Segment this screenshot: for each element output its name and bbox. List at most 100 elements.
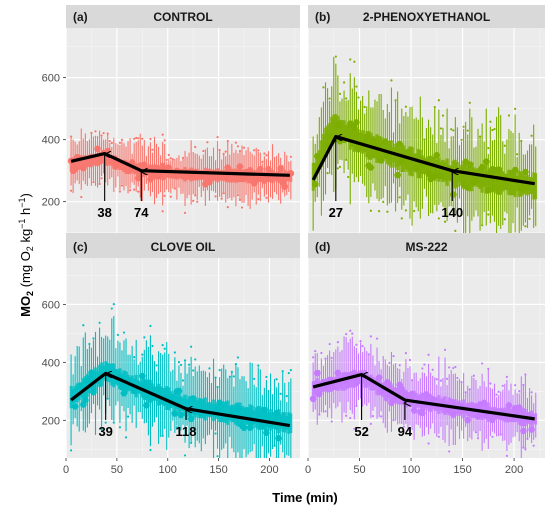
outlier-point xyxy=(261,160,264,163)
outlier-point xyxy=(476,437,480,440)
outlier-point xyxy=(431,368,434,371)
box xyxy=(110,156,114,166)
box xyxy=(414,153,418,173)
outlier-point xyxy=(137,137,140,140)
outlier-point xyxy=(349,58,352,61)
box xyxy=(355,371,358,385)
outlier-point xyxy=(404,105,407,108)
box xyxy=(161,165,165,181)
outlier-point xyxy=(161,133,164,136)
box xyxy=(269,409,272,431)
outlier-point xyxy=(275,457,278,458)
outlier-point xyxy=(194,145,197,149)
panel-4: (d) MS-222 0 50 100 150 200 52 94 xyxy=(305,233,545,476)
box xyxy=(236,402,240,427)
panel-tag: (c) xyxy=(73,240,88,254)
box xyxy=(260,412,264,425)
box xyxy=(234,403,238,425)
box xyxy=(458,167,461,183)
outlier-point xyxy=(216,385,219,389)
outlier-point xyxy=(324,410,327,413)
outlier-point xyxy=(110,141,113,145)
box xyxy=(165,169,169,178)
outlier-point xyxy=(474,431,478,434)
box xyxy=(279,414,283,429)
box xyxy=(79,383,83,397)
trend-line xyxy=(312,372,535,421)
box xyxy=(104,151,108,166)
outlier-point xyxy=(175,426,178,429)
outlier-point xyxy=(275,378,278,381)
box xyxy=(441,159,445,183)
outlier-point xyxy=(378,210,381,213)
outlier-point xyxy=(236,356,240,359)
x-tick-label: 50 xyxy=(111,464,123,476)
box xyxy=(464,162,468,189)
outlier-point xyxy=(503,144,506,147)
outlier-point xyxy=(487,147,490,150)
outlier-point xyxy=(228,375,231,378)
outlier-point xyxy=(282,462,284,464)
outlier-point xyxy=(110,307,113,310)
box xyxy=(201,399,205,419)
box xyxy=(197,398,201,418)
panel-tag: (b) xyxy=(315,10,330,24)
box xyxy=(195,400,199,416)
outlier-point xyxy=(104,421,107,424)
outlier-point xyxy=(349,416,352,420)
outlier-point xyxy=(259,479,261,481)
box xyxy=(435,159,439,179)
box xyxy=(408,146,412,176)
y-tick-label: 400 xyxy=(42,135,60,147)
outlier-point xyxy=(328,97,331,100)
box xyxy=(122,160,126,172)
box xyxy=(163,167,167,180)
box xyxy=(208,402,211,418)
trend-line xyxy=(70,371,291,428)
panel-strip xyxy=(308,5,545,28)
x-tick-label: 150 xyxy=(453,464,471,476)
outlier-point xyxy=(369,335,372,338)
outlier-point xyxy=(224,150,227,153)
outlier-point xyxy=(330,356,333,359)
outlier-point xyxy=(320,351,323,355)
panel-tag: (a) xyxy=(73,10,88,24)
outlier-point xyxy=(427,353,430,356)
box xyxy=(352,122,356,152)
box xyxy=(69,158,73,171)
box xyxy=(83,155,87,168)
outlier-point xyxy=(507,114,511,117)
x-tick-label: 150 xyxy=(209,464,227,476)
outlier-point xyxy=(524,225,527,228)
panel-2: (b) 2-PHENOXYETHANOL 27 140 xyxy=(307,5,545,242)
outlier-point xyxy=(133,188,136,191)
outlier-point xyxy=(398,364,401,367)
y-tick-label: 600 xyxy=(42,73,60,85)
outlier-point xyxy=(232,375,235,378)
box xyxy=(501,171,505,192)
outlier-point xyxy=(192,199,195,202)
panel-observations xyxy=(311,55,538,242)
box xyxy=(81,157,85,167)
box xyxy=(210,403,213,417)
outlier-point xyxy=(423,138,426,141)
box xyxy=(277,409,281,434)
y-tick-label: 400 xyxy=(42,357,60,369)
outlier-point xyxy=(126,415,130,418)
box xyxy=(402,145,406,172)
box xyxy=(472,167,476,187)
box xyxy=(73,385,77,403)
outlier-point xyxy=(501,384,504,387)
outlier-point xyxy=(230,370,233,373)
outlier-point xyxy=(263,152,266,155)
outlier-point xyxy=(257,149,260,152)
box xyxy=(348,120,352,150)
outlier-point xyxy=(141,137,144,140)
outlier-point xyxy=(120,138,124,141)
box xyxy=(88,154,91,168)
outlier-point xyxy=(222,192,225,195)
box xyxy=(258,406,262,431)
box xyxy=(528,176,531,194)
outlier-point xyxy=(481,224,484,227)
box xyxy=(167,169,171,178)
